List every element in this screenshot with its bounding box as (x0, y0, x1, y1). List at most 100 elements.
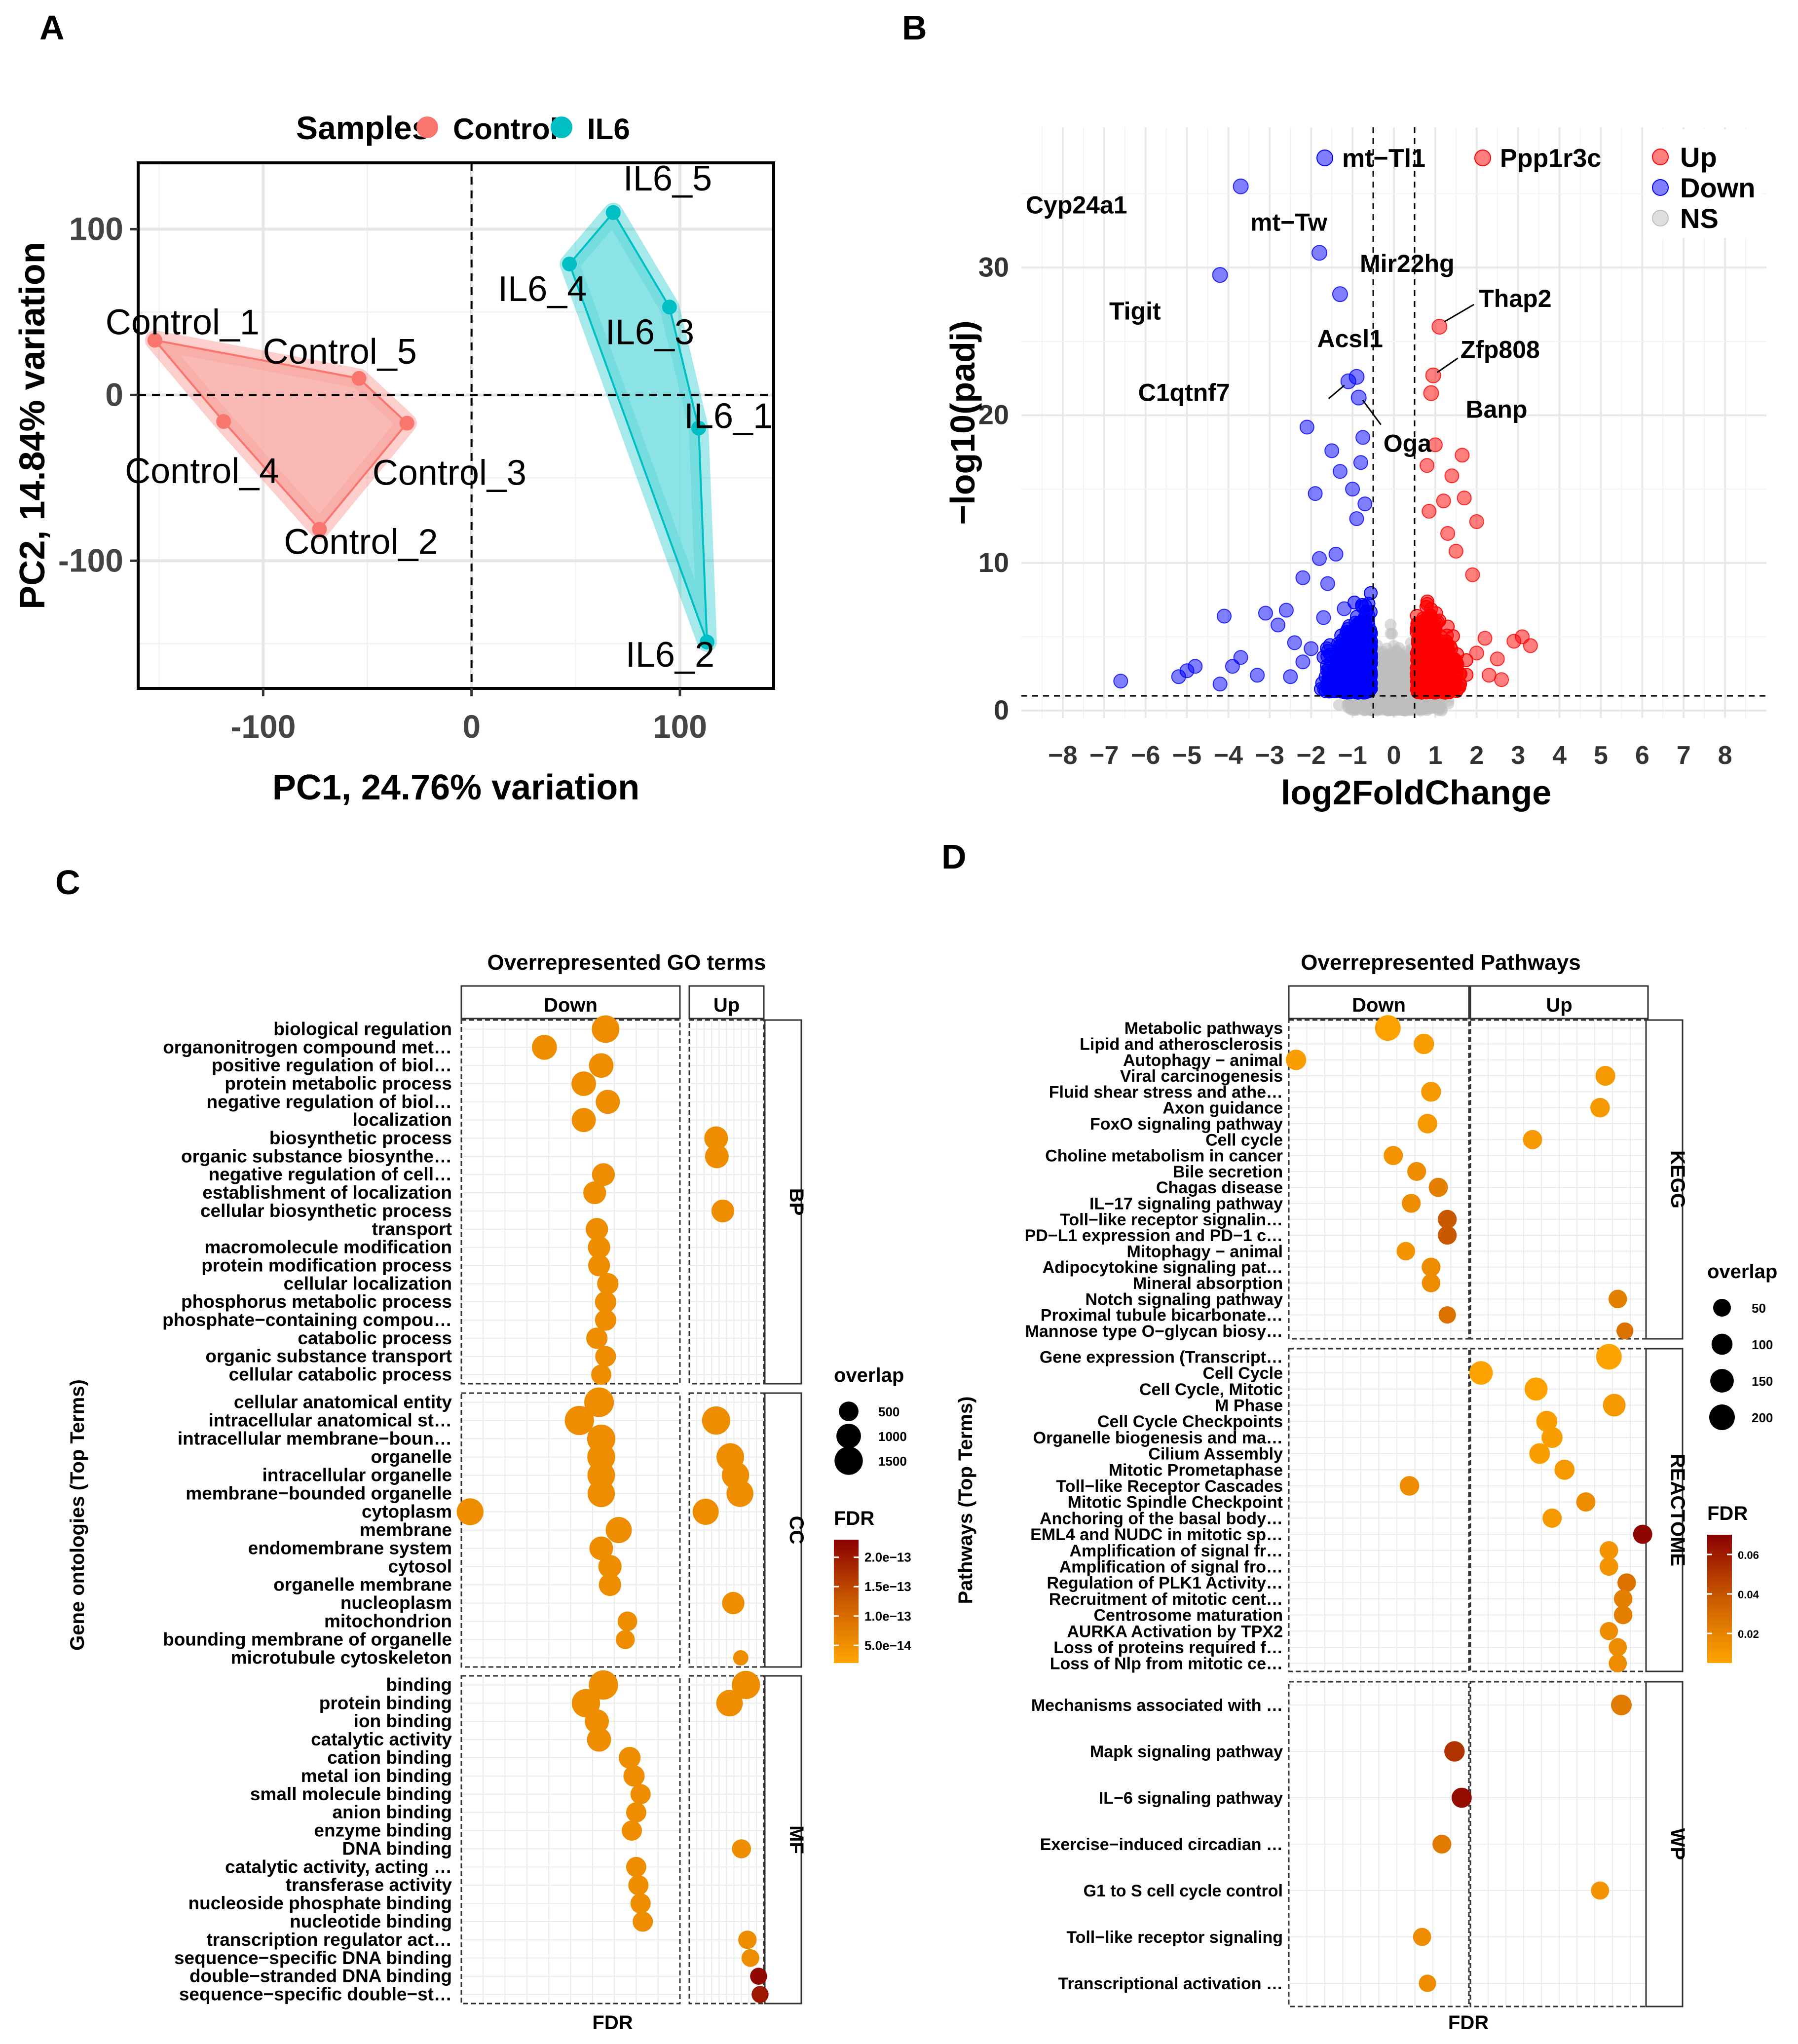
volcano-point (1332, 464, 1348, 479)
size-legend-dot (834, 1446, 863, 1475)
dot-down (595, 1309, 616, 1331)
dot-up (741, 1949, 759, 1967)
size-legend-label: 200 (1752, 1410, 1773, 1425)
term-label: PD−L1 expression and PD−1 c… (1025, 1226, 1283, 1245)
facet-panel (1469, 1348, 1649, 1672)
term-label: establishment of localization (202, 1182, 452, 1203)
down-point (1340, 656, 1354, 671)
facet-panel (1469, 1019, 1649, 1340)
term-label: phosphate−containing compou… (162, 1310, 452, 1330)
term-label: DNA binding (342, 1838, 452, 1858)
size-legend-label: 1500 (878, 1454, 907, 1469)
gene-label: Oga (1384, 430, 1432, 457)
down-point (1346, 681, 1360, 695)
dot-down (571, 1071, 596, 1096)
term-label: Cell cycle (1205, 1131, 1283, 1149)
term-label: bounding membrane of organelle (163, 1629, 452, 1650)
term-label: phosphorus metabolic process (181, 1291, 452, 1312)
hull-outline-control (153, 339, 408, 530)
term-label: membrane (360, 1520, 452, 1540)
term-label: Transcriptional activation … (1058, 1974, 1283, 1993)
down-point (1357, 681, 1372, 696)
x-tick-label: −2 (1297, 741, 1326, 770)
term-label: Chagas disease (1156, 1178, 1283, 1197)
color-legend-label: 5.0e−14 (864, 1638, 911, 1653)
term-label: Cilium Assembly (1148, 1445, 1283, 1464)
term-label: G1 to S cell cycle control (1084, 1882, 1283, 1900)
pca-point-il6_1 (691, 420, 706, 436)
term-label: Choline metabolism in cancer (1045, 1147, 1283, 1166)
x-axis-label: PC1, 24.76% variation (272, 768, 639, 807)
term-label: organic substance transport (205, 1346, 452, 1366)
term-label: Autophagy − animal (1123, 1051, 1283, 1070)
term-label: organelle (371, 1447, 452, 1467)
volcano-labeled-point (1332, 286, 1348, 303)
x-tick-label: 0 (462, 708, 481, 745)
dot-down (1418, 1114, 1437, 1134)
dot-up (1590, 1098, 1610, 1118)
dot-down (1421, 1082, 1441, 1102)
volcano-point (1278, 603, 1294, 618)
dot-down (1432, 1834, 1452, 1854)
panel-d-pathways: Overrepresented Pathways Down Up KEGG Metabo… (955, 950, 1777, 2034)
dot-down (1419, 1974, 1436, 1992)
dot-up (1576, 1492, 1596, 1512)
ns-point (1386, 628, 1398, 640)
pca-point-il6_5 (605, 205, 621, 220)
term-label: negative regulation of cell… (209, 1164, 452, 1184)
dot-up (1600, 1541, 1618, 1560)
volcano-point (1455, 448, 1470, 463)
down-point (1320, 649, 1335, 663)
ns-point (1392, 665, 1404, 677)
legend-label: Up (1680, 142, 1717, 173)
facet-row-label: BP (786, 1188, 807, 1216)
dot-down (586, 1218, 608, 1241)
volcano-point (1355, 430, 1371, 445)
dot-up (733, 1650, 749, 1666)
facet-panel-border (460, 1019, 681, 1385)
dot-down (1413, 1928, 1431, 1946)
term-label: Bile secretion (1173, 1163, 1283, 1181)
x-tick-label: 8 (1718, 741, 1732, 770)
term-label: Amplification of signal fro… (1059, 1557, 1283, 1576)
term-label: enzyme binding (314, 1820, 452, 1841)
dot-down (615, 1630, 635, 1649)
size-legend-title: overlap (1707, 1261, 1777, 1283)
volcano-point (1345, 482, 1360, 497)
x-tick-label: 6 (1635, 741, 1649, 770)
gene-label: C1qtnf7 (1138, 379, 1230, 407)
dot-down (1422, 1274, 1441, 1292)
term-label: Mitotic Spindle Checkpoint (1068, 1493, 1283, 1512)
pca-label-il6_5: IL6_5 (623, 159, 712, 198)
volcano-point (1250, 668, 1265, 683)
legend-swatch-il6 (551, 116, 572, 138)
volcano-point (1337, 601, 1352, 616)
volcano-point (1212, 677, 1228, 692)
dot-down (1375, 1015, 1401, 1041)
facet-row-strip-reactome (1645, 1348, 1684, 1672)
volcano-point (1481, 668, 1497, 683)
volcano-point (1316, 610, 1331, 625)
term-label: Toll−like receptor signaling (1066, 1928, 1283, 1947)
x-tick-label: 4 (1552, 741, 1567, 770)
term-label: catabolic process (298, 1328, 452, 1348)
term-label: Mannose type O−glycan biosy… (1025, 1322, 1283, 1341)
facet-strip-label: Down (1352, 994, 1406, 1016)
dot-down (1438, 1306, 1456, 1324)
legend-label: Down (1680, 172, 1755, 203)
panel-letter-d: D (941, 837, 967, 876)
inline-legend-swatch-up (1474, 150, 1491, 166)
legend-swatch (1652, 179, 1669, 196)
term-label: cation binding (327, 1747, 452, 1768)
volcano-point (1308, 486, 1323, 501)
term-label: ion binding (354, 1711, 452, 1731)
facet-strip-down (1288, 985, 1470, 1020)
ns-point (1387, 678, 1400, 690)
volcano-point (1420, 458, 1435, 473)
term-label: membrane−bounded organelle (186, 1483, 452, 1504)
facet-panel (460, 1392, 681, 1668)
term-label: cellular biosynthetic process (200, 1201, 452, 1221)
term-label: Amplification of signal fr… (1069, 1542, 1283, 1560)
volcano-point (1258, 606, 1273, 621)
